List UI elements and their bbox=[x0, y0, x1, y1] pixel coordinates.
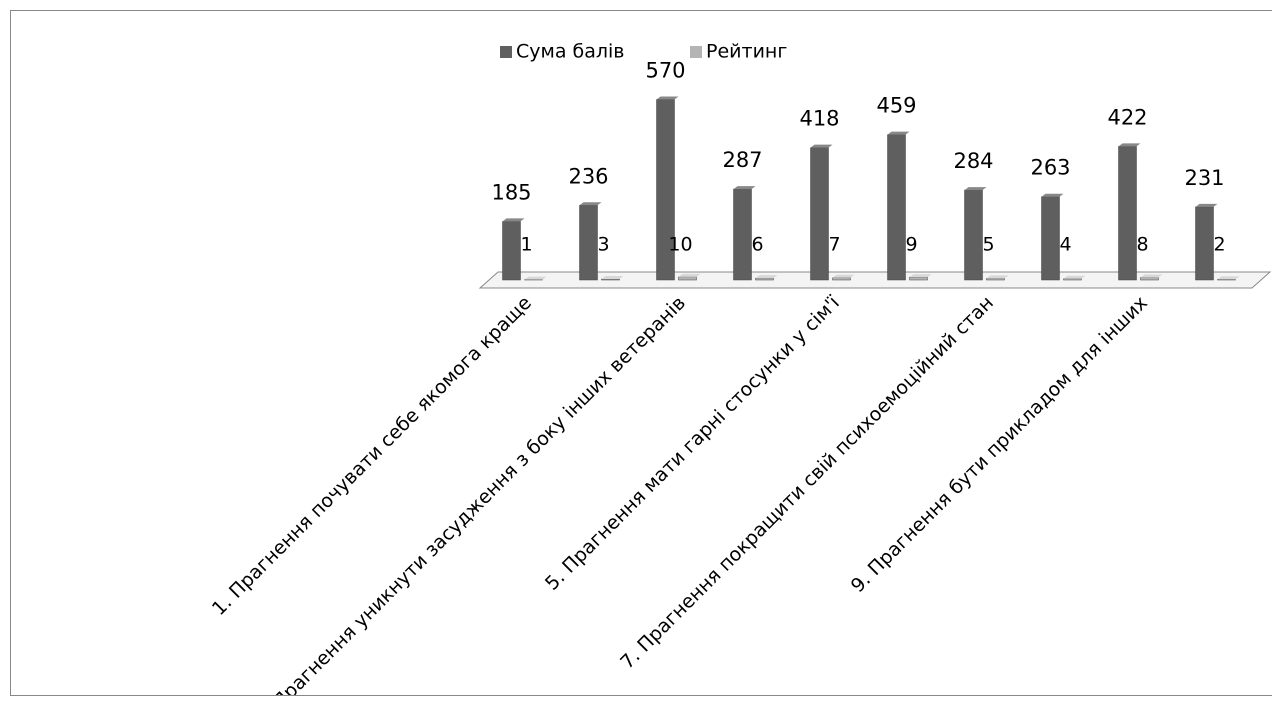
bar-top bbox=[909, 274, 932, 278]
value-label: 9 bbox=[905, 234, 917, 256]
value-label: 5 bbox=[982, 234, 994, 256]
bar-top bbox=[502, 218, 525, 222]
bar bbox=[755, 277, 774, 281]
bar-top bbox=[601, 276, 624, 280]
bar-top bbox=[755, 275, 778, 279]
bar bbox=[810, 147, 829, 281]
bar-top bbox=[887, 131, 910, 135]
bar bbox=[1140, 277, 1159, 281]
bar bbox=[1195, 206, 1214, 281]
bar bbox=[887, 134, 906, 281]
bar-top bbox=[733, 186, 756, 190]
value-label: 1 bbox=[520, 234, 532, 256]
bar-top bbox=[1041, 193, 1064, 197]
value-label: 6 bbox=[751, 234, 763, 256]
value-label: 570 bbox=[645, 59, 685, 83]
bar-top bbox=[524, 276, 547, 280]
value-label: 8 bbox=[1136, 234, 1148, 256]
bar bbox=[832, 277, 851, 281]
bar bbox=[1041, 196, 1060, 281]
legend-swatch bbox=[690, 46, 702, 58]
bar bbox=[601, 278, 620, 281]
value-label: 231 bbox=[1184, 166, 1224, 190]
bar bbox=[1063, 278, 1082, 281]
bar-top bbox=[1195, 203, 1218, 207]
bar bbox=[909, 276, 928, 281]
value-label: 2 bbox=[1213, 234, 1225, 256]
bar-top bbox=[1063, 275, 1086, 279]
value-label: 10 bbox=[668, 234, 692, 256]
value-label: 287 bbox=[722, 148, 762, 172]
bar bbox=[986, 278, 1005, 281]
bar-top bbox=[579, 202, 602, 206]
legend-label: Рейтинг bbox=[706, 41, 787, 63]
bar-top bbox=[964, 187, 987, 191]
bar bbox=[502, 221, 521, 281]
bar-top bbox=[1140, 274, 1163, 278]
bar-top bbox=[656, 96, 679, 100]
value-label: 7 bbox=[828, 234, 840, 256]
bar bbox=[579, 205, 598, 281]
bar bbox=[678, 276, 697, 281]
bar-top bbox=[1217, 276, 1240, 280]
value-label: 422 bbox=[1107, 105, 1147, 129]
bar bbox=[964, 189, 983, 281]
bar-top bbox=[1118, 143, 1141, 147]
chart-frame bbox=[10, 10, 1272, 696]
value-label: 418 bbox=[799, 107, 839, 131]
value-label: 284 bbox=[953, 149, 993, 173]
value-label: 3 bbox=[597, 234, 609, 256]
value-label: 236 bbox=[568, 164, 608, 188]
bar bbox=[1217, 279, 1236, 281]
bar-top bbox=[678, 273, 701, 277]
bar bbox=[733, 188, 752, 281]
value-label: 263 bbox=[1030, 156, 1070, 180]
bar-top bbox=[832, 274, 855, 278]
bar bbox=[1118, 146, 1137, 281]
bar-top bbox=[986, 275, 1009, 279]
value-label: 459 bbox=[876, 94, 916, 118]
bar-top bbox=[810, 144, 833, 148]
legend-label: Сума балів bbox=[516, 41, 625, 63]
value-label: 185 bbox=[491, 180, 531, 204]
legend-swatch bbox=[500, 46, 512, 58]
value-label: 4 bbox=[1059, 234, 1071, 256]
